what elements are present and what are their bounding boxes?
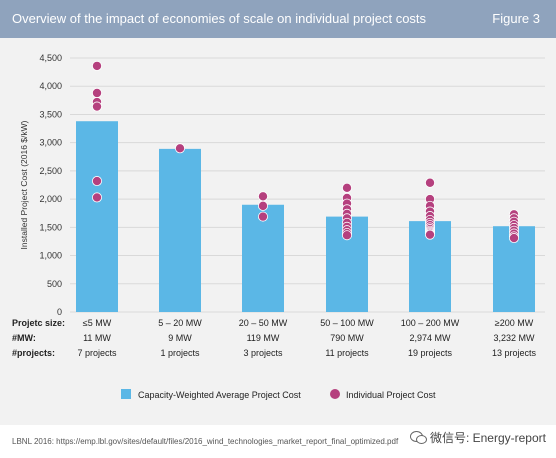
- mw-label: 9 MW: [168, 333, 192, 343]
- cost-chart: 0 500 1,000 1,500 2,000 2,500 3,000 3,500 4,000 4…: [12, 53, 545, 400]
- projects-label: 11 projects: [325, 348, 369, 358]
- project-dot: [174, 143, 185, 154]
- y-axis-label: Installed Project Cost (2016 $/kW): [19, 120, 29, 249]
- mw-label: 790 MW: [330, 333, 364, 343]
- projects-label: 7 projects: [77, 348, 117, 358]
- figure-header: Overview of the impact of economies of s…: [0, 0, 556, 38]
- mw-label: 11 MW: [83, 333, 111, 343]
- legend-bar-label: Capacity-Weighted Average Project Cost: [138, 390, 301, 400]
- mw-label: 3,232 MW: [493, 333, 535, 343]
- y-tick-label: 3,000: [39, 138, 62, 148]
- y-tick-label: 2,000: [39, 194, 62, 204]
- figure-label: Figure 3: [492, 11, 540, 26]
- watermark: 微信号: Energy-report: [409, 429, 546, 446]
- project-dot: [92, 176, 103, 187]
- y-tick-label: 0: [57, 307, 62, 317]
- project-dot: [424, 177, 435, 188]
- bar-3: [242, 204, 284, 312]
- project-dot: [424, 229, 435, 240]
- bar-1: [76, 121, 118, 313]
- legend-dot-label: Individual Project Cost: [346, 390, 436, 400]
- watermark-text: 微信号: Energy-report: [429, 431, 546, 445]
- source-citation: LBNL 2016: https://emp.lbl.gov/sites/def…: [12, 437, 399, 446]
- projects-label: 3 projects: [243, 348, 283, 358]
- project-dot: [257, 211, 268, 222]
- y-tick-label: 500: [47, 279, 62, 289]
- y-tick-label: 2,500: [39, 166, 62, 176]
- project-dot: [257, 191, 268, 202]
- wechat-icon: [409, 431, 427, 444]
- project-dot: [341, 230, 352, 241]
- project-dot: [92, 87, 103, 98]
- projects-label: 1 projects: [160, 348, 200, 358]
- project-dot: [92, 60, 103, 71]
- mw-label: 2,974 MW: [409, 333, 451, 343]
- y-tick-label: 4,000: [39, 81, 62, 91]
- mw-label: 119 MW: [247, 333, 280, 343]
- project-dot: [257, 200, 268, 211]
- bar-2: [159, 148, 201, 312]
- figure-title: Overview of the impact of economies of s…: [12, 11, 427, 26]
- y-tick-label: 3,500: [39, 109, 62, 119]
- project-dot: [341, 182, 352, 193]
- projects-label: 19 projects: [408, 348, 453, 358]
- x-tick-label: 100 – 200 MW: [401, 318, 460, 328]
- y-tick-label: 1,500: [39, 222, 62, 232]
- chart-panel: 0 500 1,000 1,500 2,000 2,500 3,000 3,500 4,000 4…: [0, 38, 556, 425]
- x-tick-label: 50 – 100 MW: [320, 318, 374, 328]
- legend-bar-swatch: [121, 389, 131, 399]
- project-dot: [92, 192, 103, 203]
- row-label-projects: #projects:: [12, 348, 55, 358]
- y-tick-label: 4,500: [39, 53, 62, 63]
- x-tick-label: ≤5 MW: [83, 318, 112, 328]
- project-dot: [92, 101, 103, 112]
- row-label-mw: #MW:: [12, 333, 36, 343]
- projects-label: 13 projects: [492, 348, 537, 358]
- x-tick-label: ≥200 MW: [495, 318, 534, 328]
- x-tick-label: 20 – 50 MW: [239, 318, 288, 328]
- x-tick-label: 5 – 20 MW: [158, 318, 202, 328]
- figure-footer: LBNL 2016: https://emp.lbl.gov/sites/def…: [0, 425, 556, 458]
- project-dot: [508, 233, 519, 244]
- row-label-size: Projetc size:: [12, 318, 65, 328]
- y-tick-label: 1,000: [39, 251, 62, 261]
- legend-dot-swatch: [330, 389, 340, 399]
